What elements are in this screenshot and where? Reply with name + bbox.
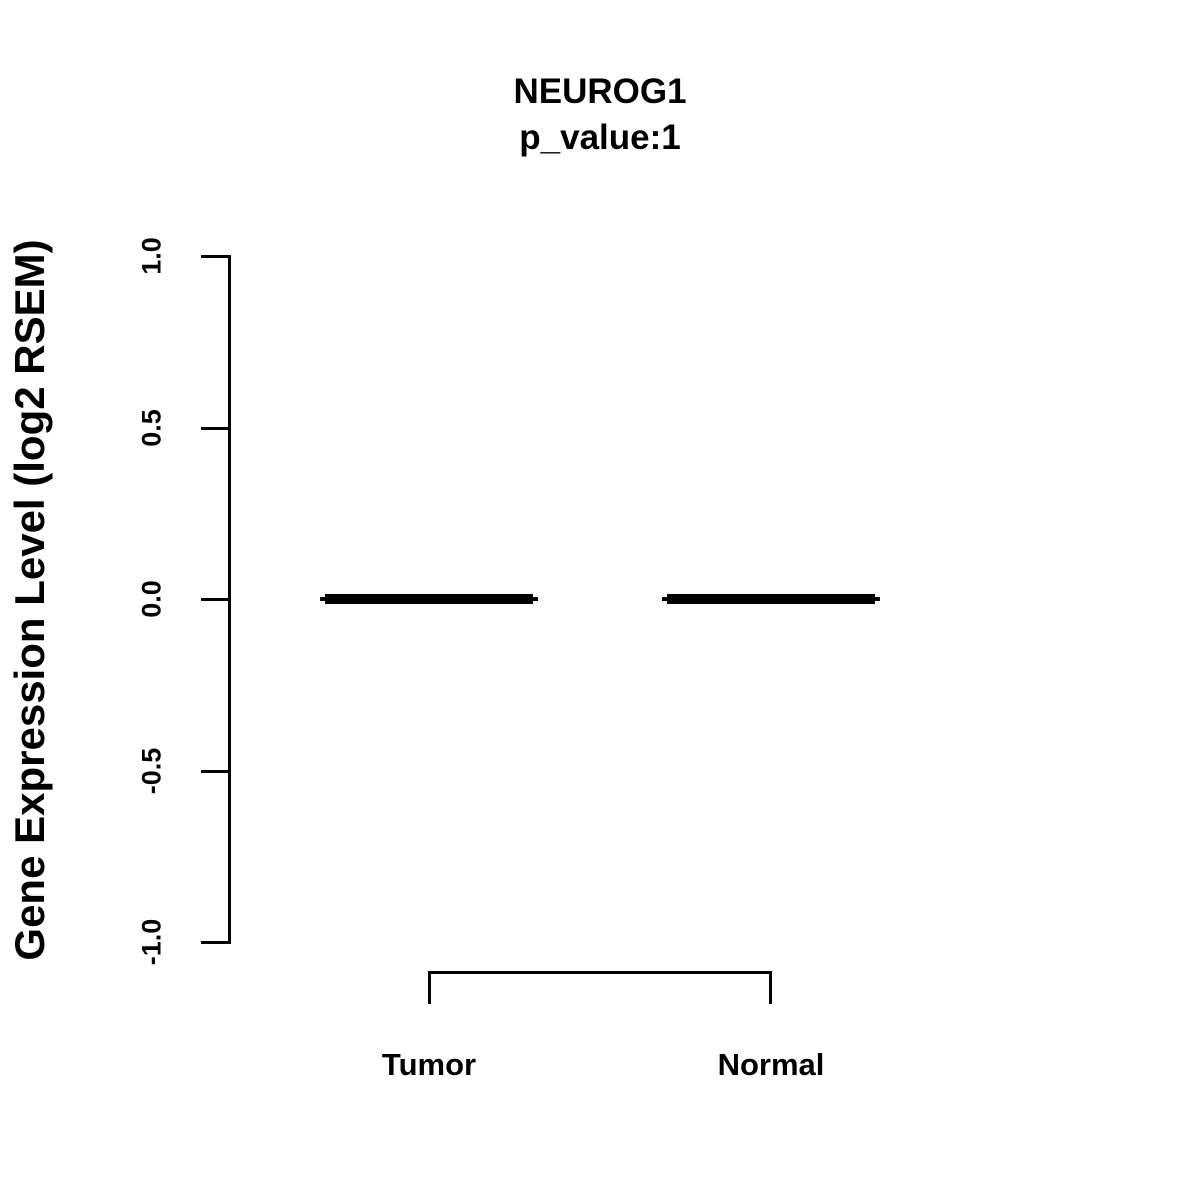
- bracket-right-drop: [769, 971, 772, 1004]
- y-tick-mark: [201, 941, 231, 944]
- bracket-horizontal-line: [428, 971, 772, 974]
- box-end-cap-left: [320, 597, 326, 601]
- y-tick-label: -0.5: [136, 747, 167, 794]
- y-tick-mark: [201, 769, 231, 773]
- y-tick-mark: [201, 598, 231, 601]
- y-axis-label: Gene Expression Level (log2 RSEM): [6, 239, 53, 961]
- y-tick-label: 0.0: [136, 580, 167, 618]
- category-label-tumor: Tumor: [381, 1047, 477, 1082]
- box-end-cap-left: [662, 597, 668, 601]
- chart-subtitle: p_value:1: [519, 118, 681, 157]
- y-tick-label: 1.0: [136, 237, 167, 275]
- category-label-normal: Normal: [717, 1047, 825, 1082]
- box-median-line: [325, 594, 533, 604]
- box-end-cap-right: [874, 597, 880, 601]
- y-tick-mark: [201, 426, 231, 430]
- bracket-left-drop: [428, 971, 431, 1004]
- box-end-cap-right: [532, 597, 538, 601]
- y-tick-mark: [201, 255, 231, 258]
- chart-title: NEUROG1: [513, 72, 687, 111]
- y-tick-label: 0.5: [136, 408, 167, 447]
- box-median-line: [667, 594, 875, 604]
- y-tick-label: -1.0: [136, 918, 167, 966]
